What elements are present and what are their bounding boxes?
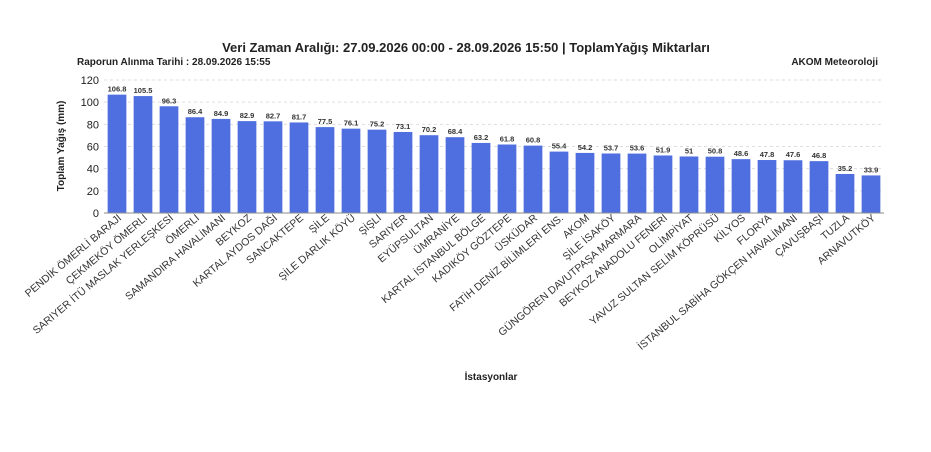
data-label: 47.6 (786, 150, 801, 159)
bar (445, 137, 465, 213)
data-label: 70.2 (422, 125, 437, 134)
bar (159, 106, 179, 213)
bar (289, 122, 309, 213)
bar (419, 135, 439, 213)
y-tick-label: 60 (87, 142, 99, 154)
data-label: 76.1 (344, 119, 359, 128)
bar (393, 131, 413, 213)
chart-title: Veri Zaman Aralığı: 27.09.2026 00:00 - 2… (222, 40, 710, 55)
data-label: 81.7 (292, 112, 307, 121)
data-label: 96.3 (162, 96, 177, 105)
data-label: 82.9 (240, 111, 255, 120)
source-label: AKOM Meteoroloji (791, 57, 878, 68)
data-label: 84.9 (214, 109, 229, 118)
bar (211, 118, 231, 213)
bar (341, 128, 361, 213)
bar (861, 175, 881, 213)
data-label: 54.2 (578, 143, 593, 152)
data-label: 82.7 (266, 111, 281, 120)
bar (835, 173, 855, 213)
y-tick-label: 40 (87, 164, 99, 176)
y-tick-label: 0 (93, 208, 99, 220)
data-label: 35.2 (838, 164, 853, 173)
data-label: 33.9 (864, 165, 879, 174)
bar (549, 151, 569, 213)
bar (679, 156, 699, 213)
bar (471, 142, 491, 213)
grid-lines (104, 79, 884, 192)
y-axis-ticks: 0 20 40 60 80 100 120 (81, 75, 99, 220)
data-label: 68.4 (448, 127, 463, 136)
data-label: 46.8 (812, 151, 827, 160)
data-label: 53.7 (604, 143, 619, 152)
data-label: 51.9 (656, 145, 671, 154)
bar (497, 144, 517, 213)
data-label: 51 (685, 146, 693, 155)
bar (237, 121, 257, 213)
bar (705, 156, 725, 213)
bar (523, 145, 543, 213)
report-date: Raporun Alınma Tarihi : 28.09.2026 15:55 (77, 57, 271, 68)
data-label: 75.2 (370, 120, 385, 129)
bars (107, 94, 881, 213)
data-labels: 106.8 105.5 96.3 86.4 84.9 82.9 82.7 81.7 77.5 76… (108, 85, 879, 175)
bar (185, 117, 205, 213)
data-label: 106.8 (108, 85, 127, 94)
data-label: 47.8 (760, 150, 775, 159)
bar (575, 152, 595, 213)
bar (133, 96, 153, 213)
bar (263, 121, 283, 213)
data-label: 55.4 (552, 142, 567, 151)
bar (731, 159, 751, 213)
bar (809, 161, 829, 213)
y-tick-label: 20 (87, 186, 99, 198)
y-axis-label: Toplam Yağış (mm) (56, 101, 67, 192)
data-label: 50.8 (708, 147, 723, 156)
data-label: 105.5 (134, 86, 153, 95)
data-label: 73.1 (396, 122, 411, 131)
bar (367, 129, 387, 213)
data-label: 63.2 (474, 133, 489, 142)
data-label: 48.6 (734, 149, 749, 158)
bar (315, 127, 335, 213)
bar (757, 160, 777, 213)
bar (601, 153, 621, 213)
x-axis-label: İstasyonlar (465, 370, 518, 383)
data-label: 77.5 (318, 117, 333, 126)
bar (107, 94, 127, 213)
bar (653, 155, 673, 213)
data-label: 86.4 (188, 107, 203, 116)
bar (783, 160, 803, 213)
y-tick-label: 80 (87, 119, 99, 131)
y-tick-label: 120 (81, 75, 99, 87)
y-tick-label: 100 (81, 97, 99, 109)
bar (627, 153, 647, 213)
data-label: 61.8 (500, 135, 515, 144)
data-label: 53.6 (630, 144, 645, 153)
data-label: 60.8 (526, 136, 541, 145)
